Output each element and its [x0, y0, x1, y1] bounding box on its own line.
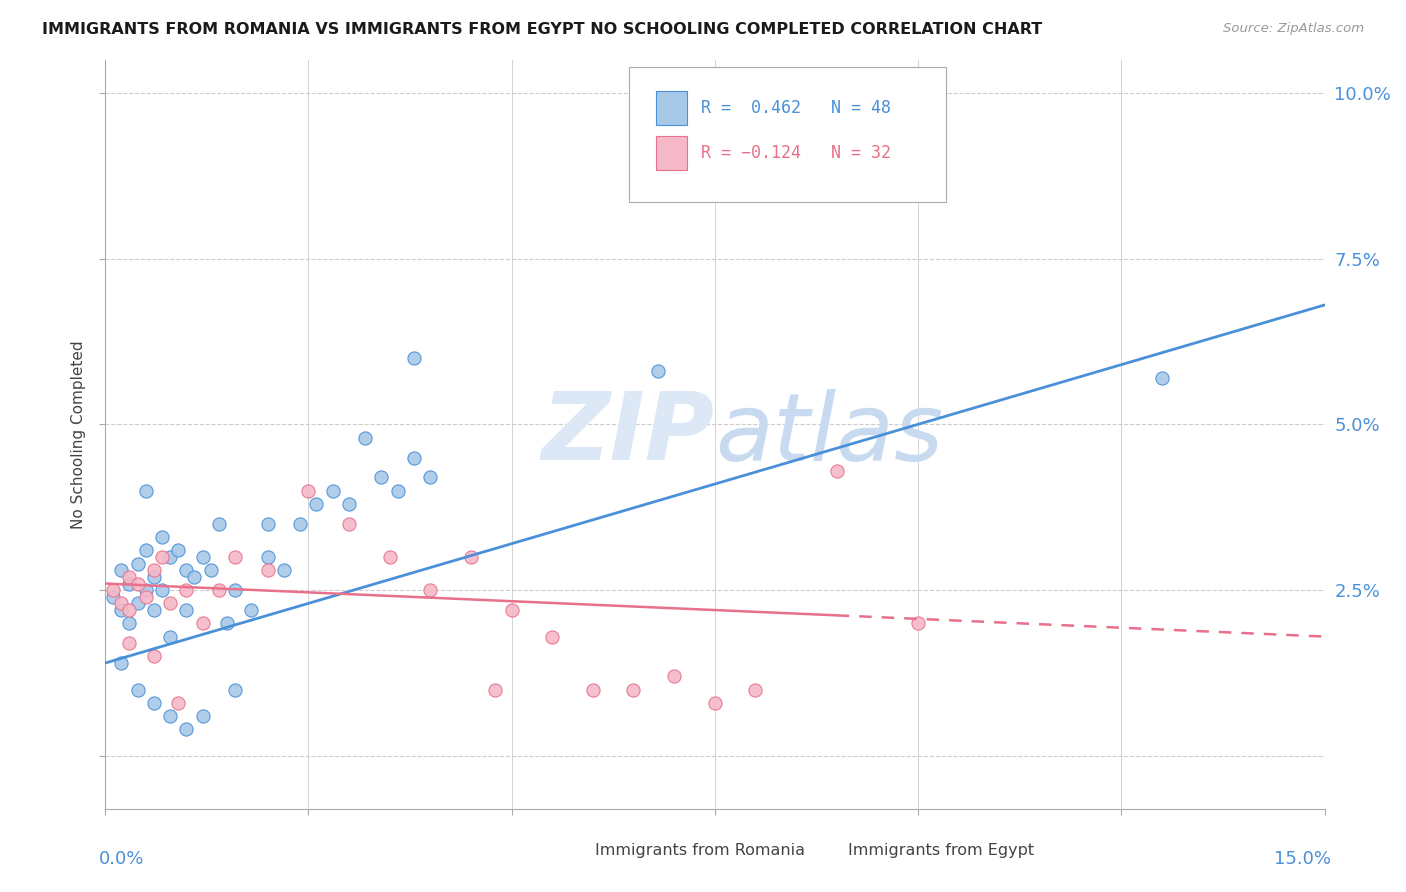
- Text: IMMIGRANTS FROM ROMANIA VS IMMIGRANTS FROM EGYPT NO SCHOOLING COMPLETED CORRELAT: IMMIGRANTS FROM ROMANIA VS IMMIGRANTS FR…: [42, 22, 1042, 37]
- Point: [150, 583, 173, 598]
- Point: [208, 583, 231, 598]
- Point: [337, 497, 360, 511]
- Point: [402, 450, 425, 465]
- Point: [150, 530, 173, 544]
- Point: [110, 603, 132, 617]
- Point: [662, 669, 685, 683]
- Point: [501, 603, 523, 617]
- Point: [215, 616, 238, 631]
- Point: [647, 364, 669, 378]
- Point: [118, 570, 141, 584]
- Point: [297, 483, 319, 498]
- Point: [322, 483, 344, 498]
- Point: [110, 563, 132, 577]
- Point: [110, 596, 132, 610]
- Point: [167, 696, 190, 710]
- Point: [224, 583, 246, 598]
- Point: [387, 483, 409, 498]
- Point: [256, 563, 278, 577]
- Point: [744, 682, 766, 697]
- Text: atlas: atlas: [714, 389, 943, 480]
- Point: [200, 563, 222, 577]
- Point: [159, 709, 181, 723]
- Point: [135, 590, 157, 604]
- Bar: [557, 835, 583, 865]
- Point: [127, 596, 149, 610]
- Point: [370, 470, 392, 484]
- Point: [288, 516, 311, 531]
- Point: [174, 563, 197, 577]
- Point: [460, 549, 482, 564]
- Point: [191, 549, 214, 564]
- Text: Source: ZipAtlas.com: Source: ZipAtlas.com: [1223, 22, 1364, 36]
- Point: [484, 682, 506, 697]
- Point: [167, 543, 190, 558]
- Bar: [657, 136, 686, 170]
- Point: [419, 583, 441, 598]
- Point: [101, 583, 124, 598]
- Point: [419, 470, 441, 484]
- Point: [1150, 371, 1173, 385]
- Point: [127, 682, 149, 697]
- Point: [402, 351, 425, 365]
- Point: [174, 583, 197, 598]
- Point: [118, 636, 141, 650]
- Point: [118, 616, 141, 631]
- Point: [191, 709, 214, 723]
- Point: [703, 696, 725, 710]
- Point: [623, 682, 645, 697]
- Point: [240, 603, 263, 617]
- Point: [174, 723, 197, 737]
- Point: [224, 682, 246, 697]
- Point: [159, 630, 181, 644]
- Point: [142, 603, 165, 617]
- FancyBboxPatch shape: [630, 67, 946, 202]
- Point: [174, 603, 197, 617]
- Point: [378, 549, 401, 564]
- Point: [354, 431, 377, 445]
- Text: ZIP: ZIP: [541, 388, 714, 480]
- Point: [135, 583, 157, 598]
- Point: [142, 563, 165, 577]
- Point: [142, 696, 165, 710]
- Point: [273, 563, 295, 577]
- Point: [159, 549, 181, 564]
- Point: [256, 549, 278, 564]
- Point: [224, 549, 246, 564]
- Point: [191, 616, 214, 631]
- Text: Immigrants from Egypt: Immigrants from Egypt: [848, 843, 1033, 858]
- Text: 0.0%: 0.0%: [98, 850, 145, 868]
- Point: [127, 576, 149, 591]
- Text: Immigrants from Romania: Immigrants from Romania: [595, 843, 806, 858]
- Point: [183, 570, 205, 584]
- Point: [127, 557, 149, 571]
- Point: [256, 516, 278, 531]
- Point: [150, 549, 173, 564]
- Point: [825, 464, 848, 478]
- Text: 15.0%: 15.0%: [1274, 850, 1330, 868]
- Point: [159, 596, 181, 610]
- Point: [541, 630, 564, 644]
- Point: [582, 682, 605, 697]
- Point: [110, 656, 132, 670]
- Y-axis label: No Schooling Completed: No Schooling Completed: [72, 340, 86, 529]
- Point: [135, 543, 157, 558]
- Point: [135, 483, 157, 498]
- Point: [907, 616, 929, 631]
- Text: R =  0.462   N = 48: R = 0.462 N = 48: [702, 99, 891, 118]
- Point: [142, 570, 165, 584]
- Point: [101, 590, 124, 604]
- Point: [118, 603, 141, 617]
- Text: R = −0.124   N = 32: R = −0.124 N = 32: [702, 145, 891, 162]
- Point: [337, 516, 360, 531]
- Point: [118, 576, 141, 591]
- Bar: [808, 835, 835, 865]
- Point: [142, 649, 165, 664]
- Point: [208, 516, 231, 531]
- Bar: [657, 92, 686, 125]
- Point: [305, 497, 328, 511]
